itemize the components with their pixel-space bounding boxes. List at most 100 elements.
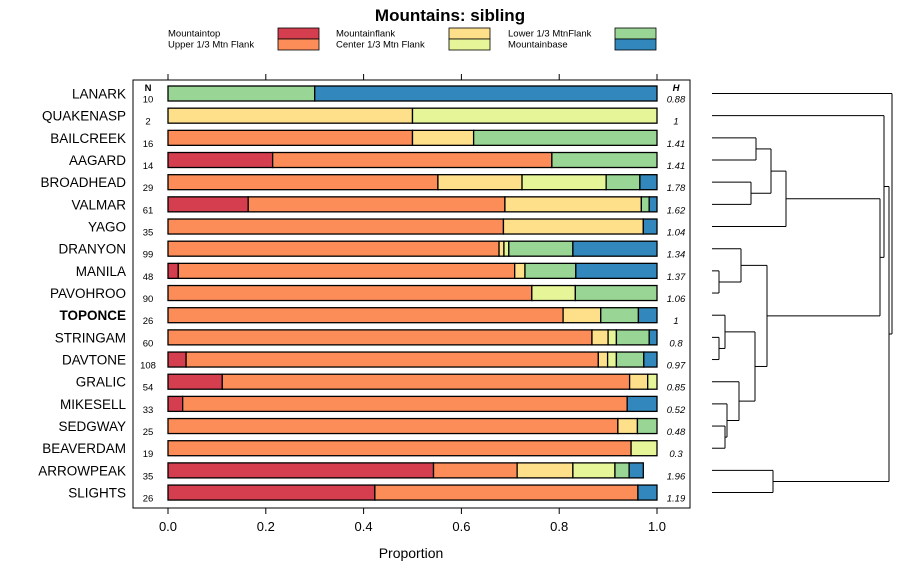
bar-segment-lower-1-3-mtnflank xyxy=(551,151,658,169)
bar-segment-mountaintop xyxy=(167,351,187,368)
row-beaverdam: BEAVERDAM 19 0.3 xyxy=(42,440,683,460)
bar-segment-center-1-3-mtn-flank xyxy=(630,440,658,457)
n-value: 60 xyxy=(143,338,154,349)
x-tick-label: 0.4 xyxy=(355,519,373,534)
x-tick-label: 0.2 xyxy=(257,519,275,534)
h-value: 1.96 xyxy=(667,471,686,482)
n-value: 48 xyxy=(143,272,154,283)
site-label: MANILA xyxy=(76,264,126,279)
n-value: 33 xyxy=(143,405,154,416)
bar-segment-lower-1-3-mtnflank xyxy=(605,174,641,191)
site-label: BROADHEAD xyxy=(40,175,126,190)
bar-segment-mountaintop xyxy=(167,484,376,501)
site-label: PAVOHROO xyxy=(50,286,126,301)
h-column-header: H xyxy=(673,83,681,94)
bar-segment-mountaintop xyxy=(167,462,435,479)
bar-segment-mountainbase xyxy=(628,462,644,479)
chart-title: Mountains: sibling xyxy=(375,6,525,25)
n-value: 108 xyxy=(140,361,156,372)
row-broadhead: BROADHEAD 29 1.78 xyxy=(40,174,686,194)
bar-segment-mountainbase xyxy=(648,329,658,346)
bar-segment-mountainflank xyxy=(504,196,643,213)
n-value: 10 xyxy=(143,95,154,106)
n-value: 90 xyxy=(143,294,154,305)
bar-segment-center-1-3-mtn-flank xyxy=(647,373,658,390)
row-davtone: DAVTONE 108 0.97 xyxy=(62,351,686,372)
bar-segment-mountainflank xyxy=(498,240,505,257)
bar-segment-center-1-3-mtn-flank xyxy=(531,284,576,302)
bar-segment-lower-1-3-mtnflank xyxy=(614,462,630,479)
bar-segment-mountainflank xyxy=(502,218,644,235)
h-value: 1 xyxy=(673,316,678,327)
n-value: 99 xyxy=(143,250,154,261)
h-value: 1.04 xyxy=(667,228,686,239)
bar-segment-mountainflank xyxy=(591,329,609,346)
h-value: 0.8 xyxy=(669,338,683,349)
row-quakenasp: QUAKENASP 2 1 xyxy=(42,107,679,128)
bar-segment-mountainflank xyxy=(514,262,526,280)
site-label: QUAKENASP xyxy=(42,109,126,124)
bar-segment-upper-1-3-mtn-flank xyxy=(167,129,414,146)
site-label: BEAVERDAM xyxy=(42,441,126,456)
h-value: 1.37 xyxy=(667,272,686,283)
x-tick-label: 0.6 xyxy=(452,519,470,534)
row-bailcreek: BAILCREEK 16 1.41 xyxy=(50,129,685,150)
bar-segment-upper-1-3-mtn-flank xyxy=(247,196,506,213)
bar-segment-mountainflank xyxy=(597,351,609,368)
bar-segment-upper-1-3-mtn-flank xyxy=(374,484,639,501)
site-label: BAILCREEK xyxy=(50,131,126,146)
bar-segment-upper-1-3-mtn-flank xyxy=(221,373,631,390)
bar-segment-mountainflank xyxy=(562,307,602,324)
h-value: 1.06 xyxy=(667,294,686,305)
row-slights: SLIGHTS 26 1.19 xyxy=(68,484,686,505)
n-value: 29 xyxy=(143,183,154,194)
bar-segment-center-1-3-mtn-flank xyxy=(607,329,618,346)
x-tick-label: 0.8 xyxy=(550,519,568,534)
bar-segment-mountainflank xyxy=(167,107,414,124)
bar-segment-lower-1-3-mtnflank xyxy=(615,329,650,346)
bar-segment-upper-1-3-mtn-flank xyxy=(167,218,505,235)
bar-segment-mountainbase xyxy=(642,218,658,235)
site-label: AAGARD xyxy=(69,153,126,168)
n-value: 35 xyxy=(143,228,154,239)
site-label: VALMAR xyxy=(71,197,126,212)
site-label: DRANYON xyxy=(58,242,126,257)
bar-segment-mountaintop xyxy=(167,151,274,169)
bar-segment-upper-1-3-mtn-flank xyxy=(167,329,593,346)
bar-segment-mountainbase xyxy=(637,307,658,324)
h-value: 1.62 xyxy=(667,205,686,216)
bar-segment-center-1-3-mtn-flank xyxy=(572,462,616,479)
legend-swatch-mountainbase xyxy=(614,38,657,51)
cluster-dendrogram xyxy=(712,93,893,494)
bar-segment-mountainflank xyxy=(617,417,639,435)
bar-segment-center-1-3-mtn-flank xyxy=(503,240,510,257)
bar-segment-upper-1-3-mtn-flank xyxy=(271,151,553,169)
h-value: 1.34 xyxy=(667,250,686,261)
site-label: YAGO xyxy=(88,220,126,235)
bar-segment-lower-1-3-mtnflank xyxy=(600,307,640,324)
x-axis: 0.0 0.2 0.4 0.6 0.8 1.0 xyxy=(159,74,666,534)
n-value: 16 xyxy=(143,139,154,150)
bar-segment-lower-1-3-mtnflank xyxy=(574,284,658,302)
h-value: 0.48 xyxy=(667,427,686,438)
bar-segment-mountainflank xyxy=(437,174,523,191)
site-label: ARROWPEAK xyxy=(38,463,126,478)
site-label: STRINGAM xyxy=(55,330,126,345)
bar-segment-lower-1-3-mtnflank xyxy=(636,417,658,435)
bar-segment-upper-1-3-mtn-flank xyxy=(167,417,619,435)
legend-swatch-upper-1-3-mtn-flank xyxy=(277,38,320,51)
legend-swatch-center-1-3-mtn-flank xyxy=(448,38,491,51)
bar-segment-upper-1-3-mtn-flank xyxy=(167,284,533,302)
n-value: 26 xyxy=(143,494,154,505)
row-manila: MANILA 48 1.37 xyxy=(76,262,686,283)
legend-label: Lower 1/3 MtnFlank xyxy=(508,29,592,40)
row-mikesell: MIKESELL 33 0.52 xyxy=(60,395,686,416)
site-label: LANARK xyxy=(72,87,126,102)
legend-swatch-lower-1-3-mtnflank xyxy=(614,27,657,40)
bar-segment-upper-1-3-mtn-flank xyxy=(167,174,439,191)
bar-segment-upper-1-3-mtn-flank xyxy=(167,240,500,257)
row-dranyon: DRANYON 99 1.34 xyxy=(58,240,686,261)
n-column-header: N xyxy=(145,83,152,94)
